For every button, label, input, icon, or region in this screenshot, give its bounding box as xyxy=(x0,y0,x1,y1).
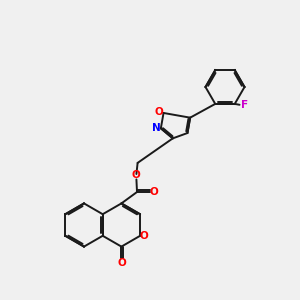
Text: O: O xyxy=(155,107,164,117)
Text: N: N xyxy=(152,123,161,133)
Text: F: F xyxy=(241,100,248,110)
Text: O: O xyxy=(131,170,140,180)
Text: O: O xyxy=(117,257,126,268)
Text: O: O xyxy=(139,231,148,241)
Text: O: O xyxy=(149,187,158,197)
